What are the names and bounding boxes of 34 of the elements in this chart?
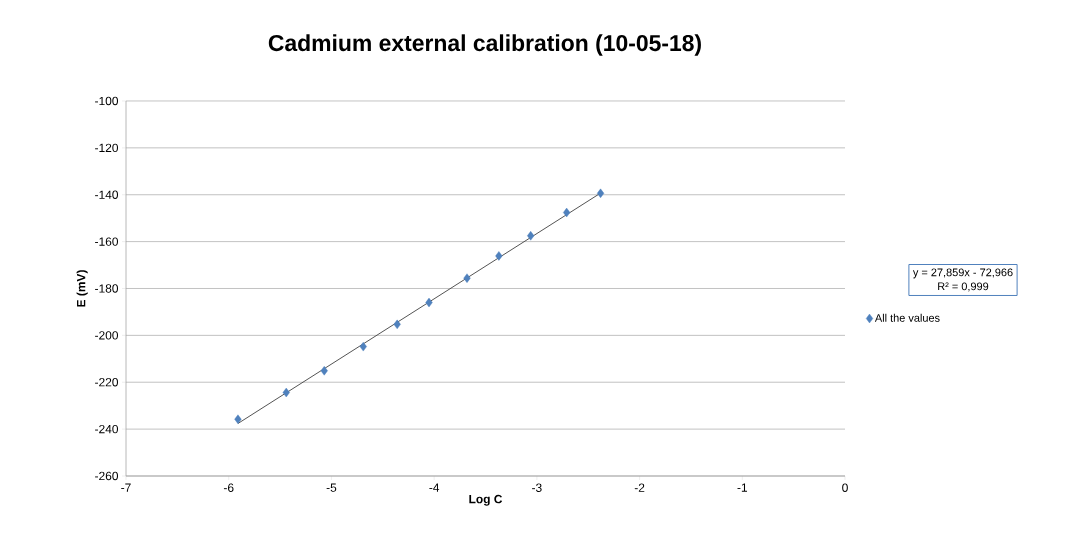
text: R² = 0,999 [938, 282, 989, 292]
x-tick-label: -6 [223, 483, 234, 492]
x-tick-label: -5 [326, 483, 337, 492]
y-axis-title: E (mV) [76, 270, 88, 307]
y-tick-label: -180 [95, 284, 119, 293]
x-tick-label: -1 [737, 483, 748, 492]
text: y = 27,859x - 72,966 [912, 268, 1013, 279]
x-tick-label: 0 [842, 483, 848, 492]
point [425, 297, 433, 308]
point [495, 251, 503, 261]
point [359, 341, 367, 352]
y-tick-label: -140 [95, 190, 119, 199]
x-axis-title: Log C [469, 494, 503, 506]
y-tick-label: -160 [95, 237, 119, 246]
point [320, 366, 328, 376]
y-tick-label: -260 [95, 471, 119, 481]
point [596, 188, 605, 199]
x-tick-label: -2 [634, 483, 645, 492]
x-tick-label: -3 [532, 483, 542, 492]
point [234, 414, 242, 424]
legend-label: All the values [874, 313, 940, 322]
y-tick-label: -200 [95, 331, 119, 340]
y-tick-label: -220 [95, 378, 119, 387]
x-tick-label: -4 [429, 483, 440, 492]
point [563, 207, 571, 218]
y-tick-label: -100 [95, 96, 119, 106]
x-tick-label: -7 [121, 483, 131, 492]
point [282, 387, 290, 398]
point [463, 273, 471, 283]
chart-title: Cadmium external calibration (10-05-18) [268, 34, 701, 56]
y-tick-label: -120 [95, 143, 119, 153]
point [393, 319, 401, 330]
point [527, 231, 535, 241]
y-tick-label: -240 [95, 424, 119, 434]
